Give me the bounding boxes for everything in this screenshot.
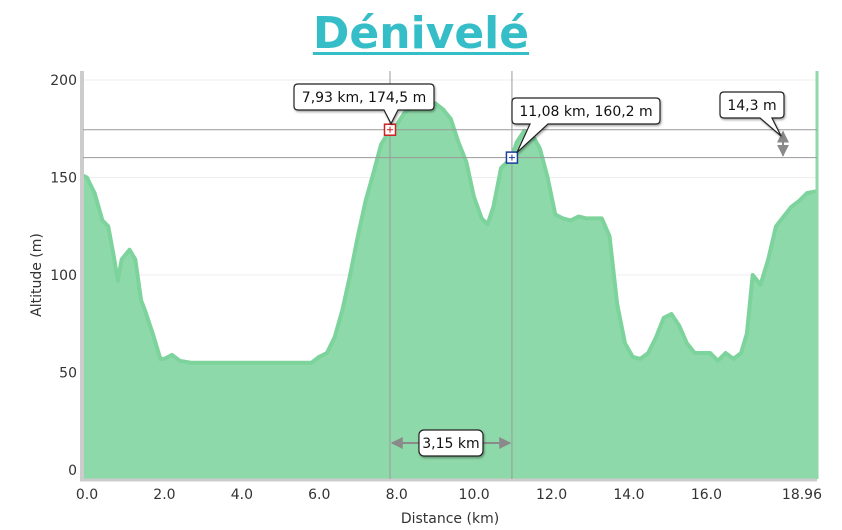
y-tick-label: 200 xyxy=(50,73,77,89)
elevation-diff-label-box xyxy=(719,91,785,137)
x-axis-title: Distance (km) xyxy=(401,511,499,527)
start-callout-box xyxy=(293,83,435,126)
y-axis-title: Altitude (m) xyxy=(29,233,45,317)
end-callout-label: 11,08 km, 160,2 m xyxy=(519,104,652,120)
axes: 0 50 100 150 200 0.0 2.0 4.0 6.0 8.0 10.0 12.0 14.0 1… xyxy=(29,71,822,527)
elevation-area-fill xyxy=(83,103,817,480)
y-tick-label: 100 xyxy=(50,268,77,284)
elevation-area xyxy=(82,101,818,480)
end-callout-box xyxy=(511,97,661,154)
x-tick-label: 2.0 xyxy=(153,487,175,503)
elevation-diff-label: 14,3 m xyxy=(727,98,776,114)
x-tick-label: 12.0 xyxy=(536,487,567,503)
distance-label: 3,15 km xyxy=(422,436,479,452)
callouts: 3,15 km 14,3 m 7,93 km, 174,5 m 11,08 km, 1… xyxy=(293,83,785,457)
x-tick-label: 4.0 xyxy=(231,487,253,503)
x-tick-label: 0.0 xyxy=(76,487,98,503)
point-markers[interactable] xyxy=(383,123,519,164)
y-tick-label: 50 xyxy=(59,366,77,382)
x-tick-label: 6.0 xyxy=(308,487,330,503)
chart-title: Dénivelé xyxy=(312,8,530,59)
y-tick-label: 150 xyxy=(50,171,77,187)
y-tick-label: 0 xyxy=(68,463,77,479)
start-callout-label: 7,93 km, 174,5 m xyxy=(302,90,426,106)
x-tick-label: 16.0 xyxy=(691,487,722,503)
elevation-line xyxy=(82,101,818,365)
distance-label-box xyxy=(418,429,484,457)
x-tick-label: 10.0 xyxy=(459,487,490,503)
measurement-guides xyxy=(83,71,817,479)
x-tick-label: 8.0 xyxy=(386,487,408,503)
x-tick-label: 18.96 xyxy=(782,487,822,503)
x-tick-label: 14.0 xyxy=(613,487,644,503)
